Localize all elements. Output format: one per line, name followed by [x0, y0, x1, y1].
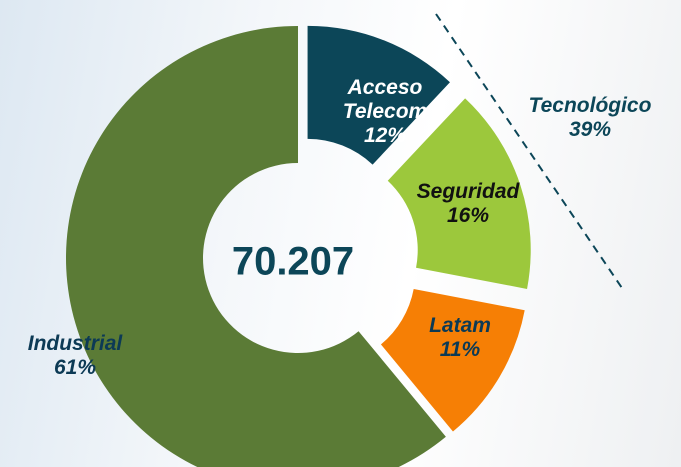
value-label: 16% — [446, 204, 490, 227]
annotation-value: 39% — [568, 118, 612, 141]
category-label: Industrial — [27, 332, 123, 355]
slice-label: Latam 11% — [405, 314, 515, 362]
slice-label: Acceso Telecom 12% — [330, 76, 440, 148]
slice — [307, 25, 450, 165]
annotation-label: Tecnológico — [528, 94, 652, 117]
category-label: Latam — [429, 314, 491, 337]
category-label: Acceso Telecom — [342, 76, 428, 123]
slice — [66, 26, 446, 467]
slice — [387, 98, 531, 289]
value-label: 61% — [53, 356, 97, 379]
slice-label: Seguridad 16% — [403, 180, 533, 228]
value-label: 11% — [439, 338, 481, 361]
slice-label: Industrial 61% — [10, 332, 140, 380]
value-label: 12% — [363, 124, 407, 147]
annotation: Tecnológico 39% — [529, 94, 652, 142]
category-label: Seguridad — [416, 180, 520, 203]
center-label: 70.207 — [232, 240, 354, 284]
slice — [380, 289, 525, 432]
